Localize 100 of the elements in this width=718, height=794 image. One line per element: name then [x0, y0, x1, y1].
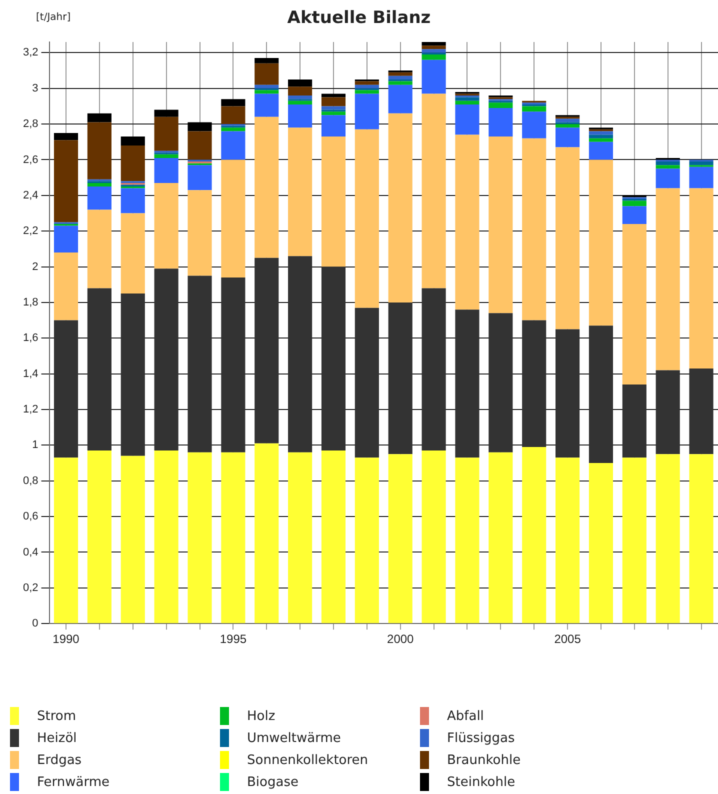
- bar: [689, 162, 714, 166]
- y-tick-label: 2,6: [22, 154, 38, 166]
- bar: [321, 106, 346, 110]
- bar: [588, 134, 614, 138]
- y-tick-label: 2: [32, 260, 38, 273]
- bar: [656, 370, 680, 454]
- bar: [87, 186, 112, 210]
- bar: [120, 294, 145, 456]
- bar: [254, 258, 279, 444]
- bar: [120, 136, 145, 146]
- bar: [588, 131, 614, 135]
- bar: [422, 49, 446, 53]
- legend-label: Braunkohle: [447, 752, 521, 768]
- bar: [522, 138, 546, 320]
- y-tick-label: 1,6: [22, 332, 38, 344]
- bar: [622, 206, 646, 224]
- bar: [488, 313, 513, 452]
- bar: [656, 165, 680, 169]
- x-tick-label: 1995: [220, 632, 247, 646]
- bar: [188, 452, 212, 624]
- bar: [254, 84, 279, 88]
- bar: [288, 104, 312, 128]
- bar: [254, 58, 279, 64]
- bar: [87, 210, 112, 288]
- bar: [422, 46, 446, 50]
- y-tick-label: 2,4: [22, 189, 38, 202]
- bar: [354, 84, 379, 88]
- bar: [87, 288, 112, 451]
- bar: [588, 463, 614, 624]
- bar: [221, 99, 246, 106]
- bar: [556, 118, 580, 122]
- bar: [288, 96, 312, 100]
- bar: [488, 108, 513, 137]
- y-tick-label: 0,8: [22, 474, 38, 487]
- bar: [188, 165, 212, 190]
- legend-label: Abfall: [447, 708, 484, 724]
- bar: [588, 326, 614, 464]
- bar: [154, 110, 178, 117]
- bar: [188, 122, 212, 132]
- bar: [455, 134, 480, 310]
- bar: [321, 97, 346, 106]
- y-tick-label: 2,2: [22, 225, 38, 238]
- y-tick-label: 0: [32, 618, 38, 630]
- bar: [354, 308, 379, 458]
- bar: [522, 106, 546, 112]
- y-tick-label: 0,4: [22, 546, 38, 558]
- bar: [221, 277, 246, 452]
- y-tick-label: 0,2: [22, 582, 38, 594]
- bar: [354, 94, 379, 130]
- bar: [254, 90, 279, 94]
- y-tick-label: 1,4: [22, 368, 38, 380]
- bar: [321, 450, 346, 624]
- bar: [321, 94, 346, 98]
- bar: [288, 100, 312, 104]
- bar: [254, 443, 279, 624]
- bar: [622, 200, 646, 206]
- bar: [221, 128, 246, 132]
- bar: [388, 76, 412, 80]
- bar: [422, 94, 446, 288]
- bar: [455, 458, 480, 624]
- y-tick-label: 0,6: [22, 510, 38, 523]
- legend-label: Fernwärme: [37, 774, 110, 790]
- bar: [588, 142, 614, 160]
- bar: [622, 384, 646, 458]
- y-tick-label: 2,8: [22, 118, 38, 130]
- x-tick-label: 2000: [387, 632, 414, 646]
- bar: [588, 138, 614, 142]
- bar: [656, 168, 680, 188]
- bar: [87, 122, 112, 180]
- bar: [388, 454, 412, 624]
- bar: [221, 131, 246, 160]
- legend-label: Erdgas: [37, 752, 82, 768]
- bar: [556, 329, 580, 458]
- bar: [556, 147, 580, 330]
- chart-title: Aktuelle Bilanz: [287, 8, 431, 28]
- bar: [188, 190, 212, 276]
- bar: [321, 115, 346, 137]
- bar: [354, 129, 379, 308]
- bar: [254, 116, 279, 258]
- bar: [689, 368, 714, 454]
- bar: [221, 106, 246, 124]
- bar: [556, 124, 580, 128]
- bar: [221, 160, 246, 278]
- bar: [522, 112, 546, 138]
- bar: [321, 266, 346, 451]
- bar: [87, 450, 112, 624]
- bar: [321, 136, 346, 267]
- bar: [354, 90, 379, 94]
- bar: [689, 188, 714, 368]
- bar: [622, 224, 646, 385]
- bar: [120, 456, 145, 624]
- bar: [188, 276, 212, 452]
- legend-label: Sonnenkollektoren: [247, 752, 368, 768]
- bar: [354, 81, 379, 85]
- bar: [154, 268, 178, 451]
- bar: [455, 100, 480, 104]
- y-tick-label: 3: [32, 82, 38, 94]
- bar: [288, 79, 312, 87]
- bar: [154, 158, 178, 183]
- bar: [588, 160, 614, 326]
